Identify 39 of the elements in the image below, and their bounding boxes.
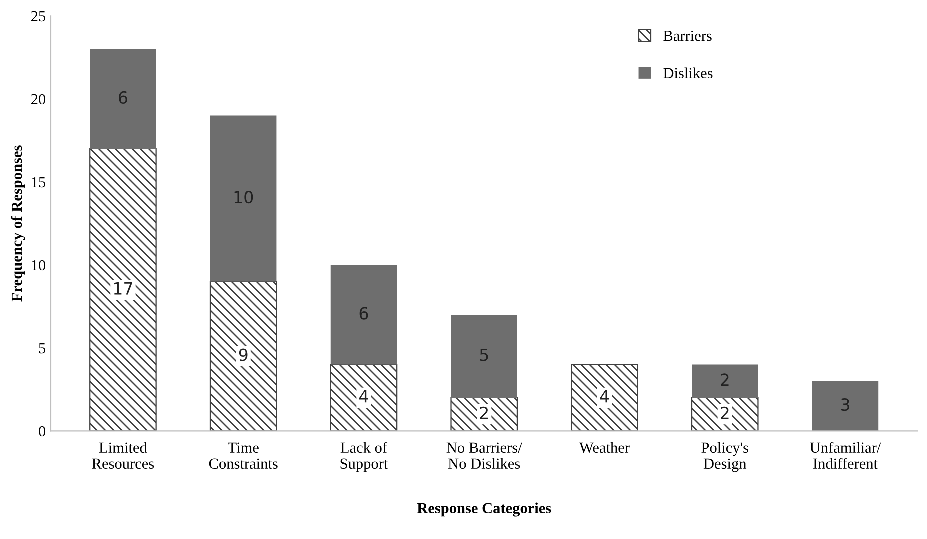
x-tick-label: Weather: [579, 442, 630, 454]
legend-label: Barriers: [664, 30, 712, 42]
bar: [330, 265, 398, 365]
data-label: 2: [480, 406, 488, 420]
data-label: 6: [360, 307, 368, 320]
x-tick-label: Policy's Design: [702, 442, 748, 472]
x-tick-label: Time Constraints: [209, 442, 278, 470]
bar: [90, 148, 157, 432]
x-tick-label: Limited Resources: [92, 442, 154, 470]
data-label: 5: [480, 348, 488, 362]
bar: [210, 281, 278, 432]
data-label: 3: [841, 398, 850, 412]
x-tick-label: Unfamiliar/ Indifferent: [810, 442, 882, 470]
y-axis-title: Frequency of Responses: [11, 146, 26, 302]
data-label: 10: [234, 191, 254, 204]
y-tick-label: 20: [32, 94, 46, 105]
y-tick-label: 0: [39, 426, 46, 437]
data-label: 4: [359, 390, 368, 403]
legend-label: Dislikes: [664, 68, 713, 79]
bar: [571, 364, 638, 432]
data-label: 6: [119, 91, 128, 104]
data-label: 17: [114, 282, 132, 295]
x-tick-label: No Barriers/ No Dislikes: [446, 442, 522, 470]
bar: [210, 116, 277, 282]
data-label: 2: [721, 374, 729, 386]
y-tick-label: 15: [32, 177, 46, 188]
bar: [451, 314, 518, 398]
data-label: 4: [600, 390, 610, 403]
data-label: 2: [721, 406, 729, 420]
y-tick-label: 5: [39, 343, 46, 354]
bar: [330, 364, 398, 432]
bar: [812, 381, 879, 432]
y-tick-label: 25: [32, 11, 46, 22]
data-label: 9: [239, 348, 248, 362]
x-axis-title: Response Categories: [417, 502, 552, 517]
bar: [692, 364, 758, 398]
bar: [90, 49, 156, 149]
x-tick-label: Lack of Support: [340, 442, 388, 472]
y-tick-label: 10: [32, 260, 46, 271]
